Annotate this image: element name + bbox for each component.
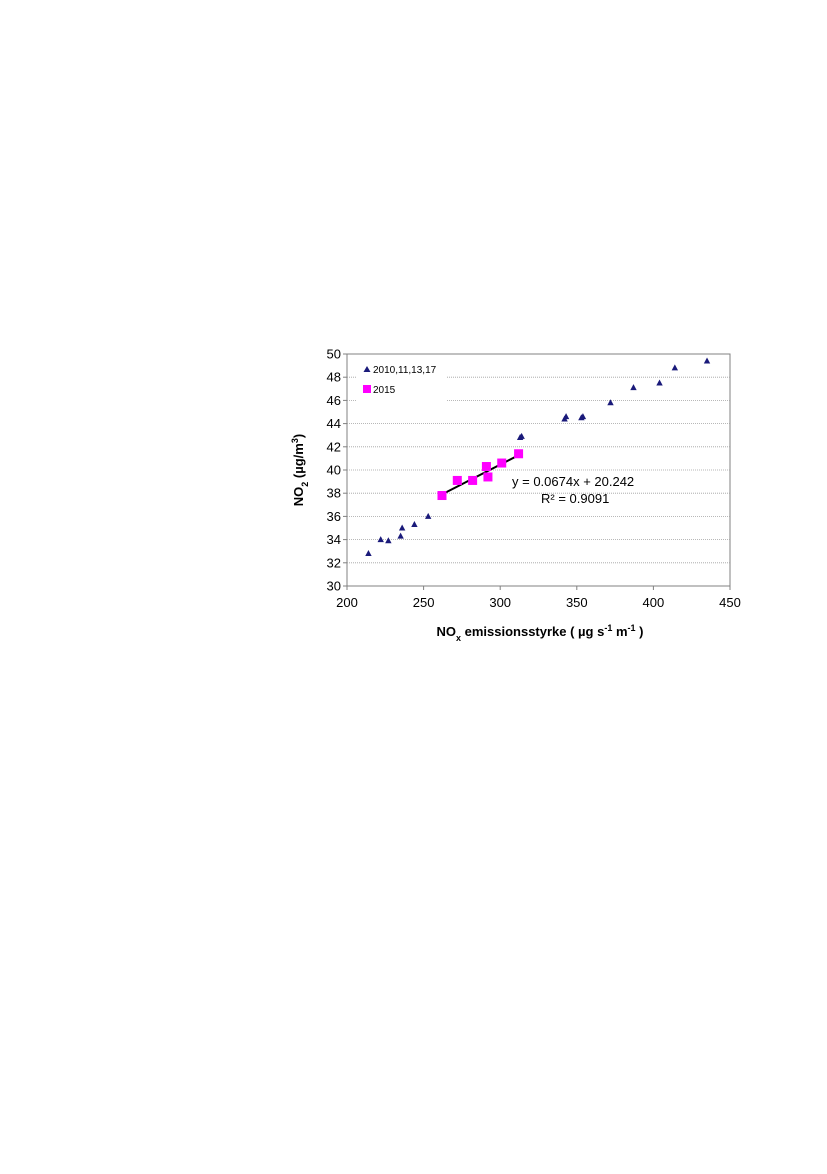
- y-tick-labels: 30 32 34 36 38 40 42 44 46 48 50: [327, 347, 347, 594]
- x-tick-labels: 200 250 300 350 400 450: [336, 586, 741, 610]
- y-tick-label: 36: [327, 509, 341, 524]
- y-tick-label: 46: [327, 393, 341, 408]
- y-tick-label: 32: [327, 555, 341, 570]
- data-point-triangle: [671, 364, 679, 371]
- x-tick-label: 200: [336, 595, 358, 610]
- x-tick-label: 400: [643, 595, 665, 610]
- x-axis-title: NOx emissionsstyrke ( µg s-1 m-1 ): [436, 623, 643, 643]
- y-tick-label: 50: [327, 347, 341, 362]
- legend-marker-square: [363, 385, 371, 393]
- data-point-square: [468, 475, 478, 485]
- data-point-triangle: [377, 536, 384, 543]
- data-point-triangle: [656, 379, 663, 386]
- x-tick-label: 250: [413, 595, 435, 610]
- y-tick-label: 42: [327, 439, 341, 454]
- data-points: [365, 357, 711, 557]
- data-point-triangle: [518, 432, 525, 439]
- data-point-square: [437, 491, 447, 501]
- legend-background: [357, 359, 447, 401]
- x-tick-label: 450: [719, 595, 741, 610]
- y-tick-label: 38: [327, 486, 341, 501]
- data-point-triangle: [398, 524, 406, 531]
- legend-label-series-2: 2015: [373, 385, 396, 396]
- x-tick-label: 350: [566, 595, 588, 610]
- data-point-triangle: [607, 399, 614, 406]
- data-point-triangle: [424, 512, 432, 519]
- legend-label-series-1: 2010,11,13,17: [373, 365, 437, 376]
- y-tick-label: 40: [327, 463, 341, 478]
- y-tick-label: 44: [327, 416, 341, 431]
- data-point-triangle: [703, 357, 711, 364]
- data-point-triangle: [562, 413, 570, 420]
- data-point-square: [452, 475, 462, 485]
- data-point-square: [483, 472, 493, 482]
- y-tick-label: 34: [327, 532, 341, 547]
- trendline-equation: y = 0.0674x + 20.242: [512, 474, 634, 489]
- data-point-triangle: [630, 384, 637, 391]
- data-point-triangle: [411, 521, 418, 528]
- data-point-triangle: [385, 537, 392, 544]
- y-tick-label: 48: [327, 370, 341, 385]
- x-tick-label: 300: [489, 595, 511, 610]
- data-point-triangle: [579, 413, 587, 420]
- data-point-square: [514, 449, 524, 459]
- data-point-square: [497, 458, 507, 468]
- y-tick-label: 30: [327, 579, 341, 594]
- data-point-triangle: [365, 550, 372, 557]
- data-point-triangle: [397, 532, 404, 539]
- data-point-square: [481, 462, 491, 472]
- y-axis-title: NO2 (µg/m3): [290, 434, 310, 506]
- trendline-r2: R² = 0.9091: [541, 491, 609, 506]
- legend: 2010,11,13,17 2015: [357, 359, 447, 401]
- legend-marker-triangle: [363, 366, 371, 372]
